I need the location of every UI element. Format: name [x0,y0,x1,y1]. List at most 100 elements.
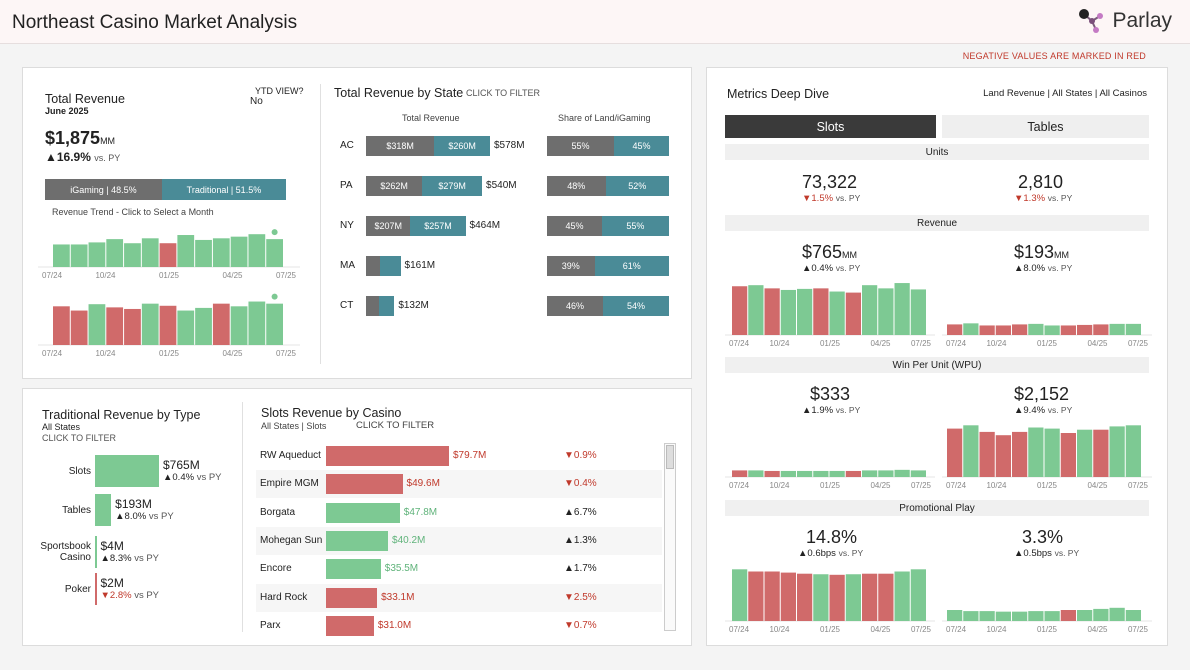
chart-bar[interactable] [1077,429,1093,477]
chart-bar[interactable] [1060,325,1076,335]
chart-bar[interactable] [53,306,70,345]
state-name[interactable]: NY [340,220,354,231]
chart-bar[interactable] [878,288,894,335]
state-land-bar[interactable]: $262M [366,176,423,196]
chart-bar[interactable] [124,308,141,345]
chart-bar[interactable] [159,243,177,267]
revenue-trend-chart-top[interactable]: 07/24 10/24 01/25 04/25 07/25 [38,222,300,280]
chart-bar[interactable] [862,470,878,477]
chart-bar[interactable] [1125,610,1141,621]
chart-bar[interactable] [1028,611,1044,621]
casino-row[interactable]: Hard Rock $33.1M ▼2.5% [256,583,662,612]
wpu-tables-chart[interactable]: 07/24 10/24 01/25 04/25 07/25 [942,418,1152,490]
chart-bar[interactable] [829,291,845,335]
state-land-bar[interactable] [366,256,380,276]
chart-bar[interactable] [1093,429,1109,477]
state-igaming-bar[interactable] [379,256,401,276]
revenue-tables-chart[interactable]: 07/24 10/24 01/25 04/25 07/25 [942,278,1152,348]
chart-bar[interactable] [862,573,878,621]
chart-bar[interactable] [947,324,963,335]
chart-bar[interactable] [813,574,829,621]
chart-bar[interactable] [248,234,266,267]
chart-bar[interactable] [1028,323,1044,335]
chart-bar[interactable] [813,470,829,477]
chart-bar[interactable] [70,310,88,345]
chart-bar[interactable] [1109,607,1125,621]
state-land-bar[interactable]: $318M [366,136,435,156]
chart-bar[interactable] [1012,324,1028,335]
chart-bar[interactable] [212,238,230,267]
chart-bar[interactable] [732,569,748,621]
casino-row[interactable]: Empire MGM $49.6M ▼0.4% [256,470,662,499]
chart-bar[interactable] [106,307,124,345]
type-bar[interactable] [95,536,97,568]
casino-bar[interactable] [326,615,374,636]
chart-bar[interactable] [780,572,796,621]
chart-bar[interactable] [748,285,764,335]
state-land-share-bar[interactable]: 45% [547,216,602,236]
casino-bar[interactable] [326,502,400,523]
chart-bar[interactable] [53,244,70,267]
casino-bar[interactable] [326,587,378,608]
chart-bar[interactable] [829,470,845,477]
chart-bar[interactable] [124,243,141,267]
chart-bar[interactable] [979,431,995,477]
chart-bar[interactable] [963,425,979,477]
casino-row[interactable]: Mohegan Sun $40.2M ▲1.3% [256,526,662,555]
chart-bar[interactable] [845,574,861,621]
state-land-share-bar[interactable]: 55% [547,136,615,156]
chart-bar[interactable] [764,571,780,622]
casino-bar[interactable] [326,559,381,580]
chart-bar[interactable] [1028,427,1044,478]
by-casino-filter-hint[interactable]: CLICK TO FILTER [356,420,435,431]
revenue-slots-chart[interactable]: 07/24 10/24 01/25 04/25 07/25 [725,278,935,348]
chart-bar[interactable] [1077,324,1093,335]
chart-bar[interactable] [1125,425,1141,477]
chart-bar[interactable] [1093,608,1109,621]
chart-bar[interactable] [141,238,159,267]
chart-bar[interactable] [1109,426,1125,477]
state-igaming-bar[interactable]: $257M [410,216,466,236]
chart-bar[interactable] [910,289,926,335]
chart-bar[interactable] [780,289,796,335]
chart-bar[interactable] [88,242,106,267]
chart-bar[interactable] [141,303,159,345]
state-igaming-bar[interactable]: $279M [422,176,483,196]
chart-bar[interactable] [764,288,780,335]
chart-bar[interactable] [1060,610,1076,621]
state-igaming-share-bar[interactable]: 61% [594,256,669,276]
chart-bar[interactable] [947,428,963,477]
chart-bar[interactable] [159,305,177,345]
state-igaming-share-bar[interactable]: 55% [601,216,669,236]
chart-bar[interactable] [88,304,106,345]
chart-bar[interactable] [845,292,861,335]
state-igaming-share-bar[interactable]: 54% [603,296,669,316]
state-igaming-share-bar[interactable]: 52% [605,176,669,196]
chart-bar[interactable] [1060,433,1076,477]
chart-bar[interactable] [894,283,910,335]
by-type-filter-hint[interactable]: CLICK TO FILTER [42,433,117,443]
state-land-bar[interactable] [366,296,380,316]
chart-bar[interactable] [212,303,230,345]
chart-bar[interactable] [177,310,195,345]
chart-bar[interactable] [230,306,248,345]
chart-bar[interactable] [266,303,283,345]
chart-bar[interactable] [947,610,963,621]
chart-bar[interactable] [732,470,748,477]
type-name[interactable]: Poker [21,573,91,605]
chart-bar[interactable] [1044,428,1060,477]
chart-bar[interactable] [894,469,910,477]
state-land-share-bar[interactable]: 48% [547,176,606,196]
revenue-trend-chart-bottom[interactable]: 07/24 10/24 01/25 04/25 07/25 [38,288,300,358]
chart-bar[interactable] [780,470,796,477]
chart-bar[interactable] [813,288,829,335]
chart-bar[interactable] [1125,323,1141,335]
chart-bar[interactable] [748,571,764,622]
by-state-filter-hint[interactable]: CLICK TO FILTER [466,88,541,98]
chart-bar[interactable] [1044,611,1060,621]
chart-bar[interactable] [878,573,894,621]
state-land-share-bar[interactable]: 39% [547,256,595,276]
chart-bar[interactable] [910,470,926,477]
ytd-view-toggle[interactable]: No [250,96,263,107]
chart-bar[interactable] [963,611,979,621]
